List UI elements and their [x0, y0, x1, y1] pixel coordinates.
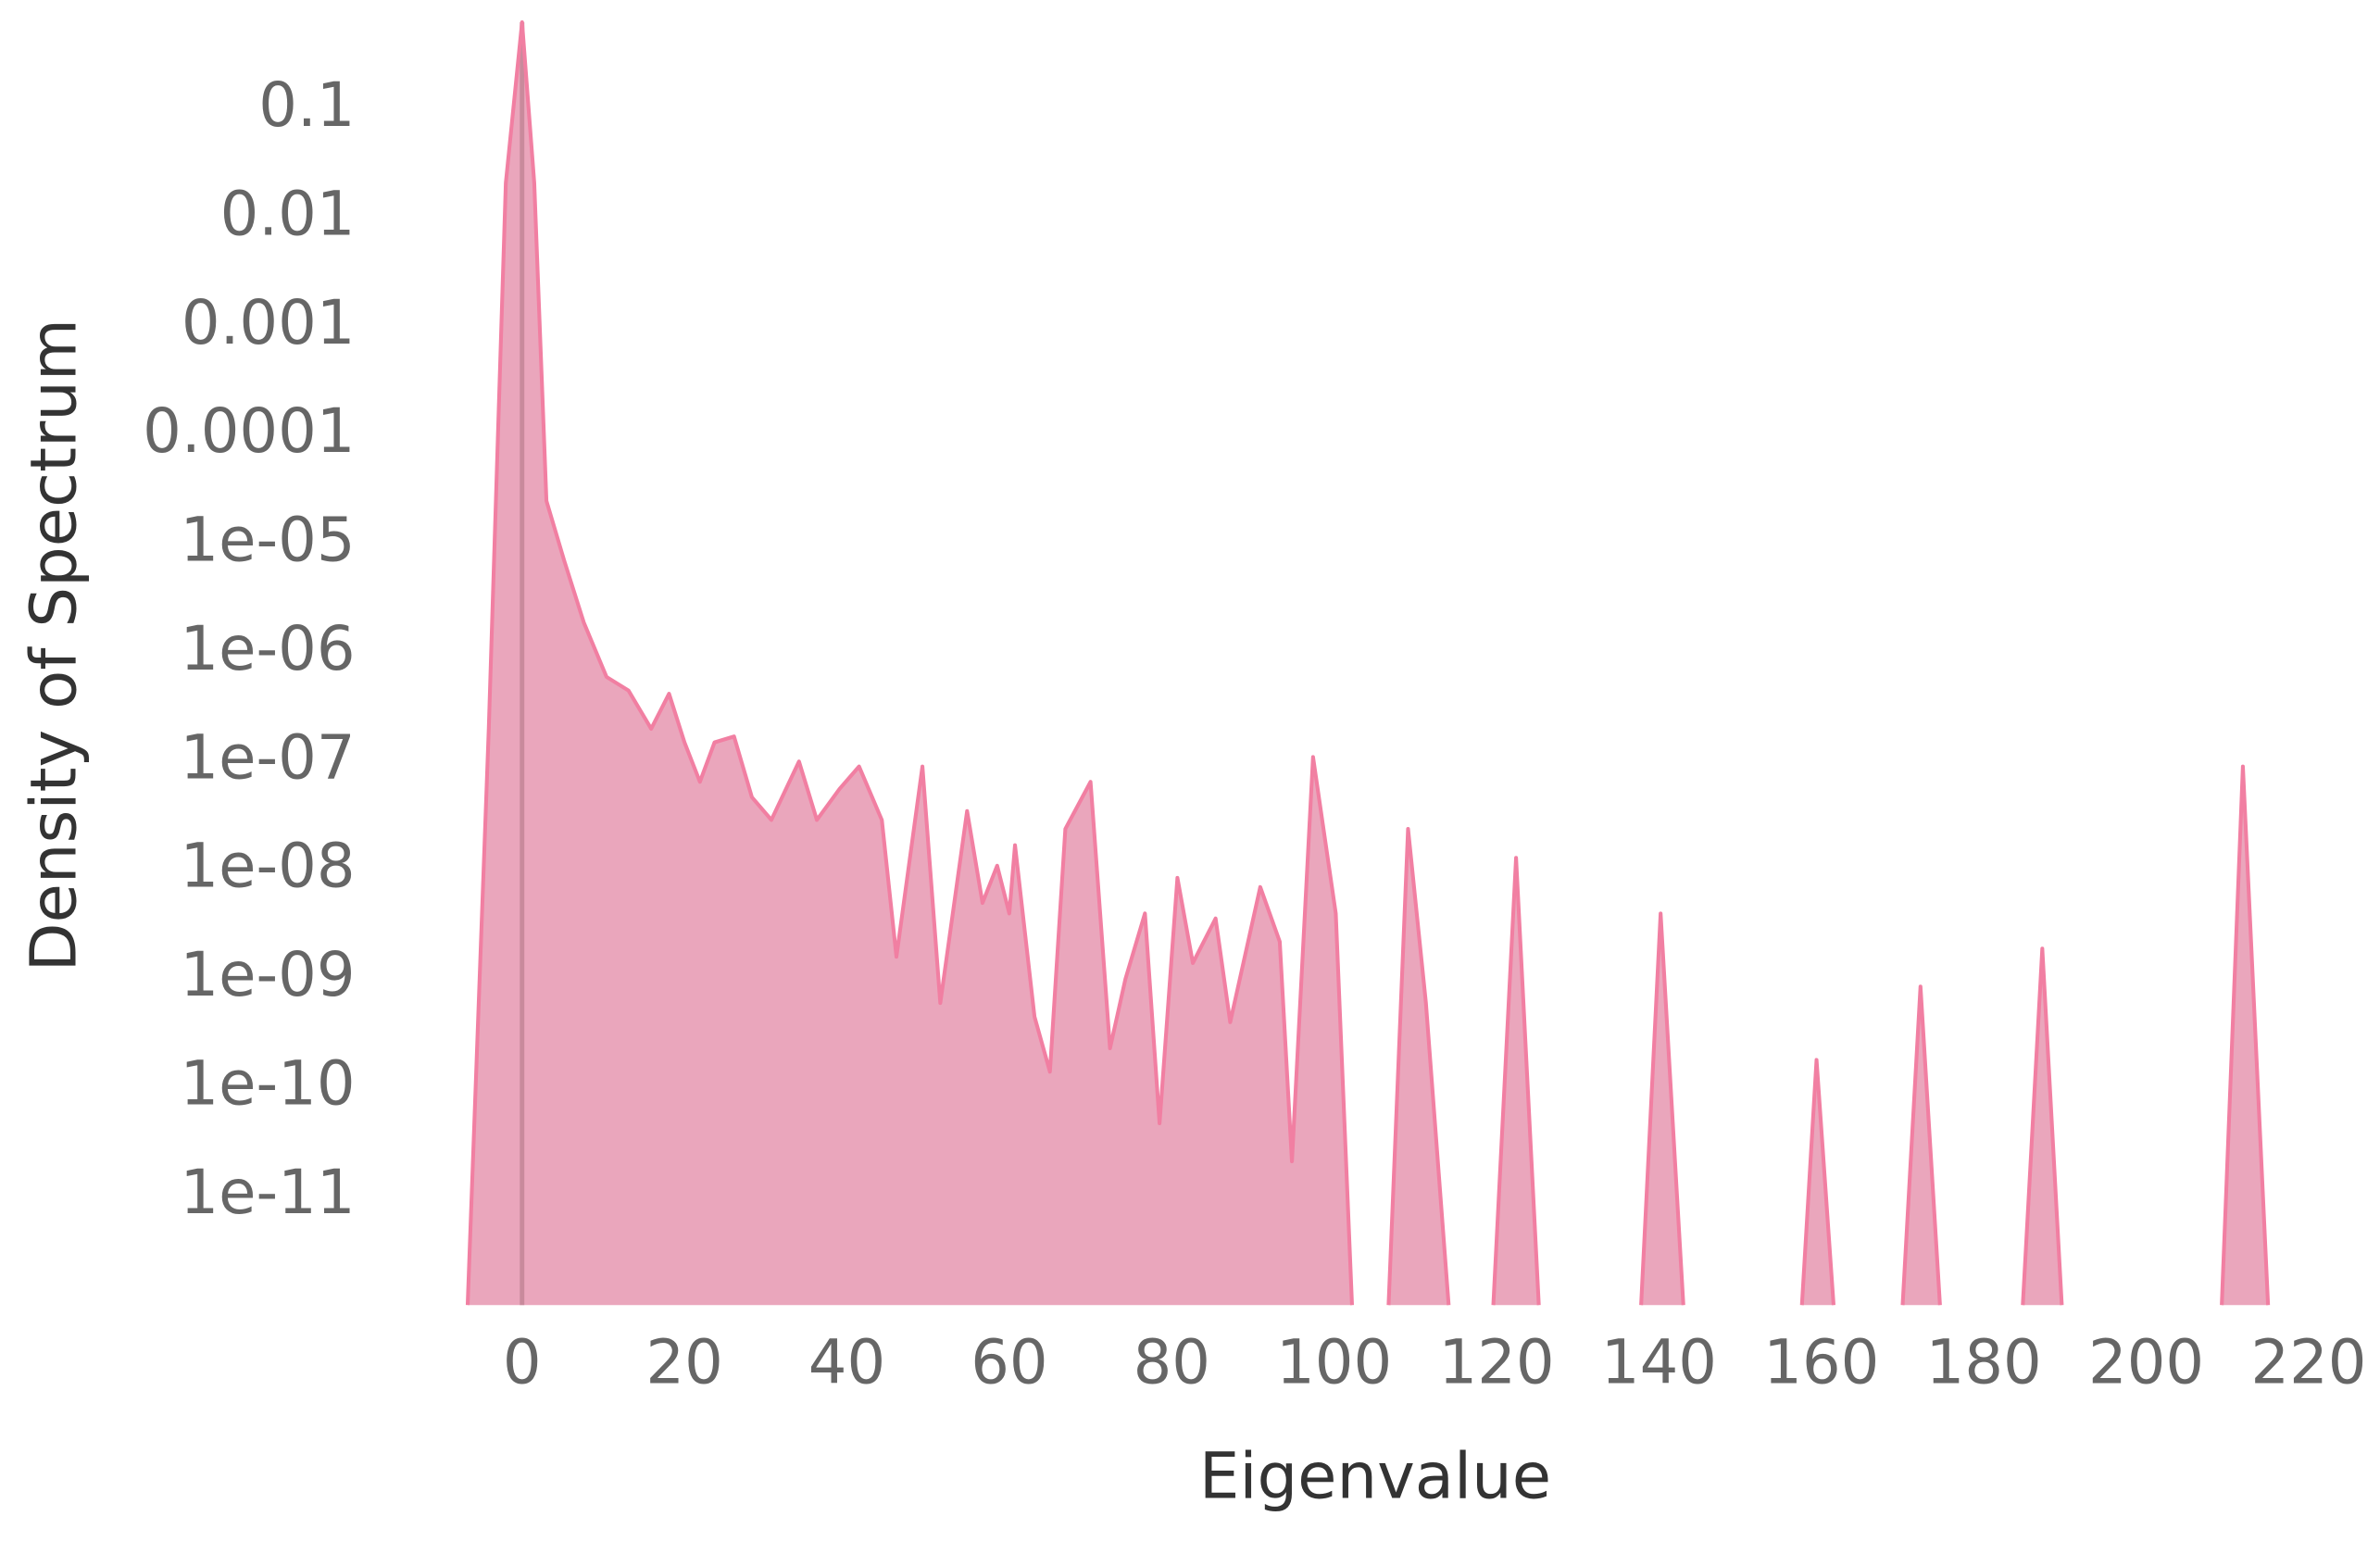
area-line [465, 20, 2271, 1306]
y-tick-label: 1e-10 [180, 1049, 355, 1120]
x-tick-label: 0 [503, 1328, 542, 1398]
y-tick-label: 0.01 [220, 179, 356, 249]
area [467, 22, 2269, 1306]
x-axis-title: Eigenvalue [1199, 1439, 1551, 1513]
x-tick-label: 100 [1276, 1328, 1392, 1398]
x-tick-label: 120 [1439, 1328, 1555, 1398]
x-tick-label: 80 [1134, 1328, 1210, 1398]
x-tick-label: 40 [808, 1328, 885, 1398]
y-tick-label: 0.0001 [143, 396, 355, 467]
y-tick-label: 0.1 [258, 70, 355, 141]
x-tick-label: 180 [1926, 1328, 2042, 1398]
y-tick-label: 0.001 [182, 288, 356, 358]
y-tick-label: 1e-06 [180, 614, 355, 684]
y-tick-label: 1e-11 [180, 1158, 355, 1228]
x-tick-label: 200 [2088, 1328, 2204, 1398]
x-tick-label: 60 [971, 1328, 1047, 1398]
x-tick-label: 160 [1763, 1328, 1879, 1398]
y-tick-label: 1e-07 [180, 722, 355, 793]
y-tick-label: 1e-08 [180, 832, 355, 902]
y-axis-title: Density of Spectrum [17, 319, 91, 971]
x-tick-label: 20 [645, 1328, 722, 1398]
y-tick-label: 1e-09 [180, 940, 355, 1010]
y-tick-label: 1e-05 [180, 506, 355, 576]
x-tick-label: 140 [1601, 1328, 1717, 1398]
x-tick-label: 220 [2250, 1328, 2366, 1398]
